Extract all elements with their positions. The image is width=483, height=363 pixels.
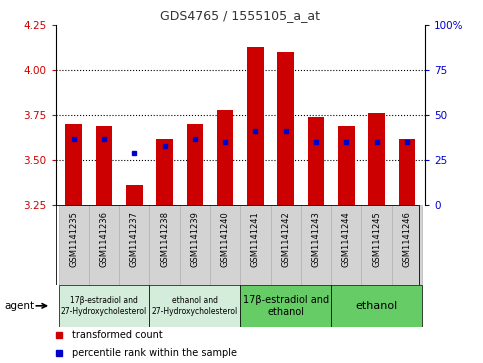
Bar [58,285,149,327]
Bar [368,114,385,205]
Bar [217,110,233,205]
Bar [270,205,301,285]
Bar [156,139,173,205]
Bar [89,205,119,285]
Text: ethanol and
27-Hydroxycholesterol: ethanol and 27-Hydroxycholesterol [152,296,238,315]
Bar [308,117,325,205]
Bar [149,205,180,285]
Bar [210,205,241,285]
Bar [241,205,270,285]
Bar [58,205,89,285]
Bar [186,124,203,205]
Text: 17β-estradiol and
27-Hydroxycholesterol: 17β-estradiol and 27-Hydroxycholesterol [61,296,147,315]
Text: GSM1141244: GSM1141244 [342,212,351,267]
Bar [119,205,149,285]
Text: GSM1141240: GSM1141240 [221,212,229,267]
Bar [277,52,294,205]
Bar [65,124,82,205]
Bar [241,285,331,327]
Text: GSM1141242: GSM1141242 [281,212,290,267]
Text: ethanol: ethanol [355,301,398,311]
Text: GSM1141246: GSM1141246 [402,212,412,268]
Bar [331,285,422,327]
Bar [392,205,422,285]
Bar [398,139,415,205]
Text: agent: agent [5,301,35,311]
Bar [126,185,142,205]
Text: GSM1141235: GSM1141235 [69,212,78,268]
Bar [301,205,331,285]
Text: GSM1141243: GSM1141243 [312,212,321,268]
Bar [180,205,210,285]
Bar [96,126,113,205]
Bar [149,285,241,327]
Text: GSM1141236: GSM1141236 [99,212,109,268]
Text: GSM1141245: GSM1141245 [372,212,381,267]
Text: GDS4765 / 1555105_a_at: GDS4765 / 1555105_a_at [160,9,320,22]
Text: GSM1141239: GSM1141239 [190,212,199,268]
Text: GSM1141238: GSM1141238 [160,212,169,268]
Bar [361,205,392,285]
Bar [338,126,355,205]
Bar [331,205,361,285]
Text: 17β-estradiol and
ethanol: 17β-estradiol and ethanol [242,295,329,317]
Text: GSM1141237: GSM1141237 [130,212,139,268]
Text: transformed count: transformed count [72,330,163,340]
Bar [247,47,264,205]
Text: GSM1141241: GSM1141241 [251,212,260,267]
Text: percentile rank within the sample: percentile rank within the sample [72,348,237,358]
